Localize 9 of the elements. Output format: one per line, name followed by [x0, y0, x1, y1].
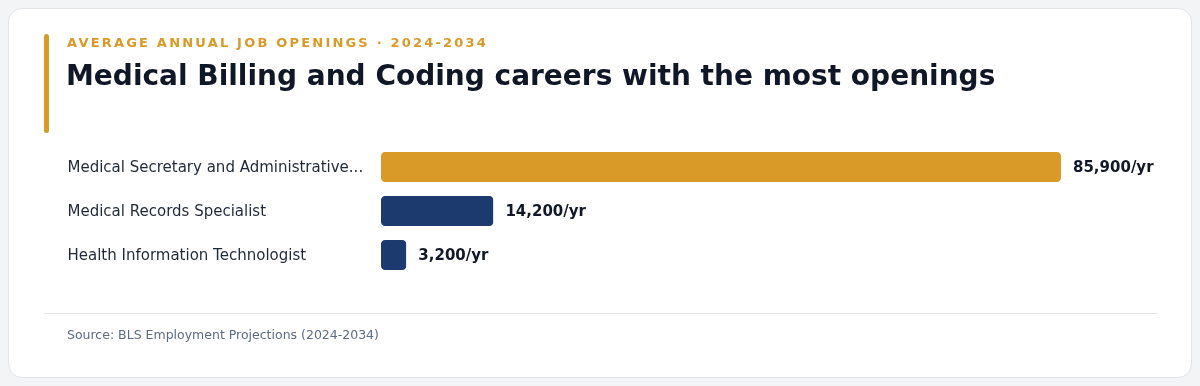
chart-title: Medical Billing and Coding careers with the most openings [66, 59, 996, 92]
y-tick-label: Health Information Technologist [67, 246, 307, 264]
chart-subtitle: AVERAGE ANNUAL JOB OPENINGS · 2024-2034 [67, 35, 489, 50]
y-tick-label: Medical Records Specialist [67, 202, 267, 220]
data-label: 3,200/yr [418, 246, 490, 264]
data-label: 14,200/yr [505, 202, 587, 220]
y-tick-label: Medical Secretary and Administrative... [67, 158, 364, 176]
data-label: 85,900/yr [1073, 158, 1155, 176]
source-note: Source: BLS Employment Projections (2024-2034) [67, 327, 379, 342]
